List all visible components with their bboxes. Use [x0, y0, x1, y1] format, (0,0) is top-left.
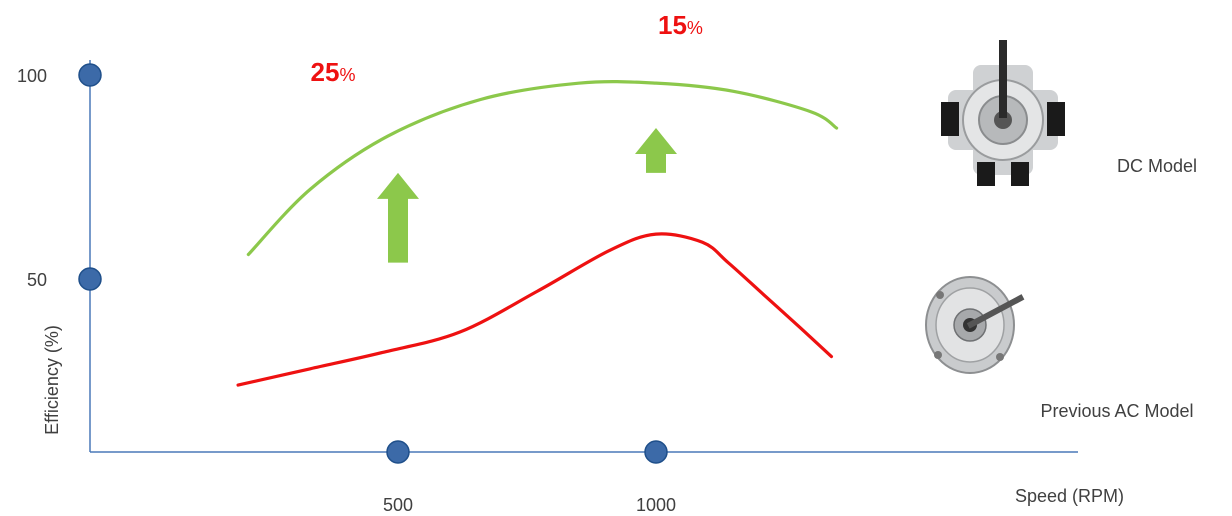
x-tick-label-1000: 1000	[636, 495, 676, 515]
series-lines	[236, 79, 839, 387]
dc-motor-image	[941, 40, 1065, 186]
ac-motor-image	[925, 276, 1025, 374]
gain-value: 15	[658, 10, 687, 40]
y-tick-marker-50	[78, 267, 102, 291]
gain-arrows	[377, 128, 677, 263]
tick-markers	[78, 63, 668, 464]
series-line-dc-model	[246, 79, 839, 257]
gain-unit: %	[339, 65, 355, 85]
y-tick-label-100: 100	[17, 66, 47, 86]
series-line-previous-ac-model	[236, 232, 834, 387]
gain-label-25: 25%	[311, 57, 356, 87]
legend-label-dc: DC Model	[1117, 156, 1197, 176]
y-axis-title: Efficiency (%)	[42, 325, 62, 435]
x-axis-title: Speed (RPM)	[1015, 486, 1124, 506]
legend-label-ac: Previous AC Model	[1040, 401, 1193, 421]
up-arrow-icon-2	[635, 128, 677, 173]
axis-labels: 50 100 500 1000 Speed (RPM) Efficiency (%) DC …	[17, 66, 1197, 515]
x-tick-label-500: 500	[383, 495, 413, 515]
gain-label-15: 15%	[658, 10, 703, 40]
gain-value: 25	[311, 57, 340, 87]
up-arrow-icon-1	[377, 172, 419, 263]
annotations: 25%15%	[311, 10, 703, 87]
gain-unit: %	[687, 18, 703, 38]
y-tick-label-50: 50	[27, 270, 47, 290]
x-tick-marker-500	[386, 440, 410, 464]
x-tick-marker-1000	[644, 440, 668, 464]
y-tick-marker-100	[78, 63, 102, 87]
axes	[89, 60, 1078, 453]
